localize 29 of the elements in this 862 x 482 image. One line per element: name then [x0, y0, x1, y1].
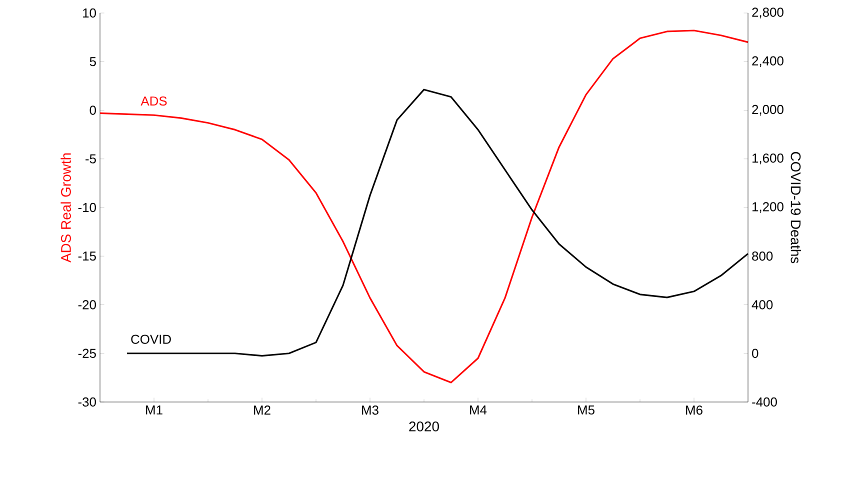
x-axis-title: 2020 — [409, 422, 439, 432]
y2-axis-title: COVID-19 Deaths — [790, 152, 802, 264]
x-tick-label: M2 — [254, 406, 270, 415]
y-tick-label: 5 — [90, 57, 96, 66]
y2-tick-label: 2,000 — [752, 104, 784, 116]
y-tick-label: -5 — [86, 154, 96, 164]
y2-tick-label: -400 — [752, 397, 777, 407]
x-tick-label: M4 — [470, 406, 487, 414]
y2-tick-label: 2,400 — [752, 56, 784, 67]
y-tick-label: -10 — [78, 202, 96, 212]
y-axis-title: ADS Real Growth — [60, 153, 71, 263]
y2-tick-label: 2,800 — [752, 8, 784, 18]
y-tick-label: 0 — [90, 106, 96, 115]
y2-tick-label: 1,200 — [752, 202, 784, 213]
x-tick-label: M6 — [686, 406, 702, 415]
series-label: ADS — [140, 96, 167, 106]
y-tick-label: -20 — [78, 300, 96, 310]
y-tick-label: -15 — [78, 252, 96, 261]
y-tick-label: -30 — [78, 397, 96, 407]
x-tick-label: M3 — [362, 406, 378, 415]
series-label: COVID — [131, 334, 171, 344]
y2-tick-label: 0 — [752, 348, 758, 358]
y2-tick-label: 1,600 — [752, 154, 784, 164]
y2-tick-label: 800 — [752, 252, 773, 261]
y-tick-label: -25 — [78, 348, 96, 358]
y-tick-label: 10 — [83, 8, 96, 18]
y2-tick-label: 400 — [752, 300, 773, 310]
x-tick-label: M5 — [578, 406, 594, 415]
x-tick-label: M1 — [146, 406, 162, 414]
